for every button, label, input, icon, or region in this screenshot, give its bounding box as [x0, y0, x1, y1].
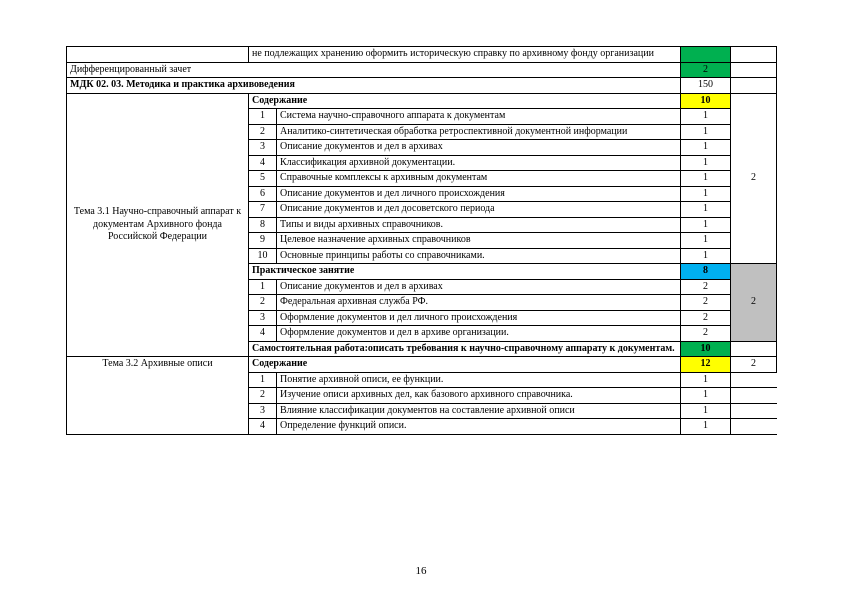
table-row: Тема 3.2 Архивные описи Содержание 12 2 — [67, 357, 777, 373]
cell: Оформление документов и дел личного прои… — [277, 310, 681, 326]
subheader: Содержание — [249, 93, 681, 109]
cell: Справочные комплексы к архивным документ… — [277, 171, 681, 187]
section-header: МДК 02. 03. Методика и практика архивове… — [67, 78, 681, 94]
row-num: 1 — [249, 372, 277, 388]
row-num: 7 — [249, 202, 277, 218]
curriculum-table: не подлежащих хранению оформить историче… — [66, 46, 777, 435]
hours-cell: 2 — [681, 310, 731, 326]
hours-cell: 150 — [681, 78, 731, 94]
cell: Система научно-справочного аппарата к до… — [277, 109, 681, 125]
cell — [731, 78, 777, 94]
hours-cell: 1 — [681, 233, 731, 249]
row-num: 9 — [249, 233, 277, 249]
cell: Описание документов и дел досоветского п… — [277, 202, 681, 218]
table-row: не подлежащих хранению оформить историче… — [67, 47, 777, 63]
row-num: 1 — [249, 279, 277, 295]
level-cell: 2 — [731, 264, 777, 342]
cell — [731, 341, 777, 357]
hours-cell: 1 — [681, 419, 731, 435]
hours-cell: 12 — [681, 357, 731, 373]
row-num: 6 — [249, 186, 277, 202]
hours-cell — [681, 47, 731, 63]
row-num: 10 — [249, 248, 277, 264]
cell: Целевое назначение архивных справочников — [277, 233, 681, 249]
hours-cell: 10 — [681, 93, 731, 109]
cell: Классификация архивной документации. — [277, 155, 681, 171]
row-num: 2 — [249, 295, 277, 311]
row-num: 1 — [249, 109, 277, 125]
hours-cell: 1 — [681, 217, 731, 233]
level-cell: 2 — [731, 357, 777, 373]
cell: Изучение описи архивных дел, как базовог… — [277, 388, 681, 404]
row-num: 3 — [249, 403, 277, 419]
hours-cell: 1 — [681, 171, 731, 187]
subheader: Практическое занятие — [249, 264, 681, 280]
row-num: 4 — [249, 326, 277, 342]
cell — [731, 62, 777, 78]
row-num: 8 — [249, 217, 277, 233]
cell — [731, 47, 777, 63]
level-cell: 2 — [731, 93, 777, 264]
hours-cell: 1 — [681, 186, 731, 202]
table-row: МДК 02. 03. Методика и практика архивове… — [67, 78, 777, 94]
table-row: Тема 3.1 Научно-справочный аппарат к док… — [67, 93, 777, 109]
cell: Влияние классификации документов на сост… — [277, 403, 681, 419]
hours-cell: 8 — [681, 264, 731, 280]
hours-cell: 2 — [681, 62, 731, 78]
hours-cell: 2 — [681, 279, 731, 295]
cell: Оформление документов и дел в архиве орг… — [277, 326, 681, 342]
cell: не подлежащих хранению оформить историче… — [249, 47, 681, 63]
hours-cell: 1 — [681, 109, 731, 125]
hours-cell: 2 — [681, 295, 731, 311]
subheader: Самостоятельная работа:описать требовани… — [249, 341, 681, 357]
hours-cell: 2 — [681, 326, 731, 342]
hours-cell: 1 — [681, 124, 731, 140]
row-num: 3 — [249, 140, 277, 156]
cell: Описание документов и дел личного происх… — [277, 186, 681, 202]
row-num: 4 — [249, 155, 277, 171]
cell: Понятие архивной описи, ее функции. — [277, 372, 681, 388]
hours-cell: 1 — [681, 155, 731, 171]
hours-cell: 1 — [681, 403, 731, 419]
hours-cell: 1 — [681, 140, 731, 156]
hours-cell: 10 — [681, 341, 731, 357]
cell — [731, 419, 777, 435]
row-num: 5 — [249, 171, 277, 187]
hours-cell: 1 — [681, 372, 731, 388]
cell: Описание документов и дел в архивах — [277, 279, 681, 295]
topic-title: Тема 3.2 Архивные описи — [67, 357, 249, 435]
topic-title: Тема 3.1 Научно-справочный аппарат к док… — [67, 93, 249, 357]
table-row: Дифференцированный зачет 2 — [67, 62, 777, 78]
hours-cell: 1 — [681, 202, 731, 218]
hours-cell: 1 — [681, 248, 731, 264]
cell: Аналитико-синтетическая обработка ретрос… — [277, 124, 681, 140]
subheader: Содержание — [249, 357, 681, 373]
row-num: 2 — [249, 124, 277, 140]
page-number: 16 — [0, 565, 842, 577]
hours-cell: 1 — [681, 388, 731, 404]
cell: Типы и виды архивных справочников. — [277, 217, 681, 233]
cell — [731, 403, 777, 419]
cell — [731, 388, 777, 404]
row-num: 2 — [249, 388, 277, 404]
cell: Описание документов и дел в архивах — [277, 140, 681, 156]
cell — [731, 372, 777, 388]
cell: Основные принципы работы со справочникам… — [277, 248, 681, 264]
cell: Определение функций описи. — [277, 419, 681, 435]
row-num: 4 — [249, 419, 277, 435]
cell: Дифференцированный зачет — [67, 62, 681, 78]
cell: Федеральная архивная служба РФ. — [277, 295, 681, 311]
row-num: 3 — [249, 310, 277, 326]
cell — [67, 47, 249, 63]
